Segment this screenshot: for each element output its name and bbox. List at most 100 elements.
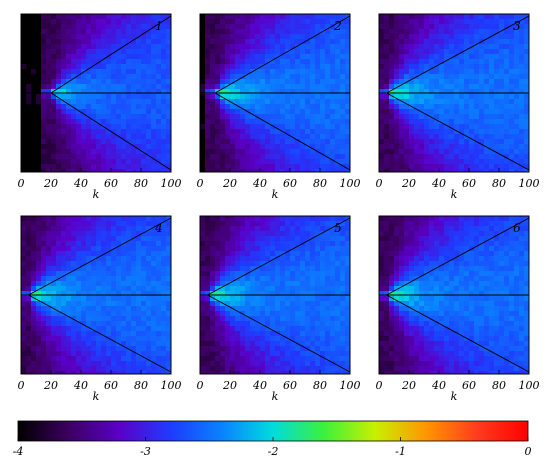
heat-cell (325, 356, 331, 362)
heat-cell (295, 44, 301, 50)
heat-cell (205, 134, 211, 140)
heat-cell (265, 24, 271, 30)
heat-cell (101, 44, 107, 50)
heat-cell (136, 241, 142, 247)
heat-cell (340, 271, 346, 277)
heat-cell (215, 241, 221, 247)
heat-cell (384, 119, 390, 125)
heat-cell (335, 124, 341, 130)
heat-cell (524, 241, 529, 247)
heat-cell (300, 89, 306, 95)
heat-cell (250, 84, 256, 90)
heat-cell (414, 231, 420, 237)
heat-cell (504, 149, 510, 155)
heat-cell (71, 84, 77, 90)
heat-cell (469, 34, 475, 40)
heat-cell (101, 346, 107, 352)
heat-cell (51, 94, 57, 100)
heat-cell (220, 371, 226, 374)
heat-cell (121, 296, 127, 302)
heat-cell (509, 169, 515, 172)
heat-cell (325, 301, 331, 307)
heat-cell (429, 231, 435, 237)
wedge-line-upper (28, 217, 171, 296)
heat-cell (245, 89, 251, 95)
heat-cell (96, 89, 102, 95)
heat-cell (384, 104, 390, 110)
heat-cell (509, 59, 515, 65)
heat-cell (76, 351, 82, 357)
heat-cell (275, 316, 281, 322)
heat-cell (330, 301, 336, 307)
heat-cell (399, 29, 405, 35)
heat-cell (96, 124, 102, 130)
heat-cell (300, 164, 306, 170)
heat-cell (86, 24, 92, 30)
heat-cell (310, 361, 316, 367)
heat-cell (404, 89, 410, 95)
heat-cell (315, 296, 321, 302)
heat-cell (454, 241, 460, 247)
heat-cell (76, 89, 82, 95)
heat-cell (330, 94, 336, 100)
heat-cell (161, 266, 167, 272)
heat-cell (295, 351, 301, 357)
heat-cell (255, 114, 261, 120)
heat-cell (51, 44, 57, 50)
heat-cell (300, 44, 306, 50)
x-tick-label: 0 (376, 177, 383, 190)
heat-cell (51, 29, 57, 35)
heat-cell (340, 144, 346, 150)
heat-cell (265, 366, 271, 372)
heat-cell (121, 64, 127, 70)
heat-cell (499, 109, 505, 115)
heat-cell (419, 49, 425, 55)
heat-cell (384, 14, 390, 20)
heat-cell (106, 44, 112, 50)
heat-cell (464, 79, 470, 85)
heat-cell (121, 14, 127, 20)
heat-cell (419, 44, 425, 50)
heat-cell (320, 104, 326, 110)
heat-cell (26, 296, 32, 302)
heat-cell (51, 346, 57, 352)
heat-cell (290, 139, 296, 145)
heat-cell (300, 134, 306, 140)
heat-cell (285, 169, 291, 172)
heat-cell (215, 351, 221, 357)
heat-cell (270, 124, 276, 130)
heat-cell (305, 246, 311, 252)
heat-cell (439, 164, 445, 170)
heat-cell (101, 271, 107, 277)
heat-cell (325, 119, 331, 125)
heat-cell (320, 89, 326, 95)
heat-cell (315, 24, 321, 30)
heat-cell (315, 29, 321, 35)
heat-cell (71, 64, 77, 70)
heat-cell (504, 236, 510, 242)
heat-cell (419, 89, 425, 95)
heat-cell (345, 331, 350, 337)
heat-cell (429, 74, 435, 80)
heat-cell (210, 316, 216, 322)
heat-cell (86, 366, 92, 372)
heat-cell (469, 49, 475, 55)
heat-cell (305, 84, 311, 90)
heat-cell (504, 104, 510, 110)
heat-cell (61, 139, 67, 145)
heat-cell (250, 89, 256, 95)
heat-cell (61, 366, 67, 372)
heat-cell (225, 231, 231, 237)
heat-cell (509, 216, 515, 222)
heat-cell (340, 246, 346, 252)
heat-cell (205, 159, 211, 165)
heat-cell (146, 159, 152, 165)
heat-cell (255, 109, 261, 115)
heat-cell (66, 356, 72, 362)
heat-cell (399, 24, 405, 30)
heat-cell (484, 59, 490, 65)
heat-cell (479, 134, 485, 140)
heat-cell (126, 241, 132, 247)
heat-cell (56, 236, 62, 242)
